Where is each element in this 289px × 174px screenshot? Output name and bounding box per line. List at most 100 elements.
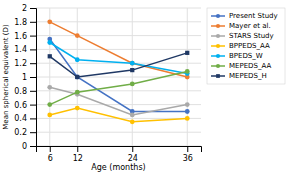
tick-mark [187,146,188,152]
legend-label: Mayer et al. [229,22,271,30]
tick: 12 [73,146,83,163]
tick-label: 1.4 [14,45,27,54]
tick: 0.4 [14,114,36,123]
tick: 36 [183,146,193,163]
point [130,113,135,118]
point [47,113,52,118]
point [48,54,52,58]
tick-mark [30,105,36,106]
point [185,109,190,114]
grid-line [36,35,201,36]
grid-line [36,132,201,133]
legend-marker [216,44,220,48]
point [75,90,80,95]
series-line [50,43,188,74]
series-line [50,87,188,115]
tick-label: 2 [22,4,27,13]
legend-item: MEPEDS_AA [211,62,271,70]
grid-line [132,8,133,146]
series-line [50,71,188,104]
legend-marker [216,74,220,78]
point [185,51,189,55]
point [47,85,52,90]
tick: 0.2 [14,128,36,137]
legend-marker [216,14,220,18]
grid-line [36,77,201,78]
point [185,116,190,121]
tick: 1.8 [14,18,36,27]
point [130,119,135,124]
series-line [50,22,188,77]
point [185,69,190,74]
legend-label: STARS Study [229,32,274,40]
tick-label: 0 [22,142,27,151]
point [130,61,135,66]
legend-marker [216,64,220,68]
series-line [50,108,188,122]
tick-label: 0.6 [14,101,27,110]
point [75,57,80,62]
chart: 6 12 24 36 0 0.2 0.4 0.6 0.8 1 1.2 1.4 1.6 1.8 2 Age (m… [0,0,289,174]
legend-label: BPPEDS_AA [229,42,270,50]
tick-mark [30,132,36,133]
tick-label: 24 [128,154,138,163]
tick: 0.6 [14,101,36,110]
tick: 24 [128,146,138,163]
tick-label: 1.2 [14,59,27,68]
tick: 1 [22,73,36,82]
tick-label: 1.6 [14,32,27,41]
tick-mark [30,8,36,9]
y-axis: 0 0.2 0.4 0.6 0.8 1 1.2 1.4 1.6 1.8 2 [14,4,36,151]
tick-label: 0.2 [14,128,27,137]
legend-marker [216,34,220,38]
tick: 1.6 [14,32,36,41]
tick-mark [50,146,51,152]
legend-marker [216,54,220,58]
legend: Present Study Mayer et al. STARS Study BPPE… [207,8,285,84]
tick-mark [30,22,36,23]
tick: 0.8 [14,87,36,96]
legend-marker [216,24,220,28]
series-line [50,39,188,111]
point [185,102,190,107]
tick-mark [77,146,78,152]
y-axis-title: Mean spherical equivalent (D) [2,24,10,130]
tick: 6 [48,146,53,163]
legend-label: BPEDS_W [229,52,263,60]
legend-item: BPEDS_W [211,52,263,60]
tick-mark [30,146,36,147]
grid-line [36,21,201,22]
point [75,106,80,111]
tick: 1.4 [14,45,36,54]
axis-line [30,9,37,147]
tick-label: 0.8 [14,87,27,96]
point [75,75,79,79]
legend-item: MEPEDS_H [211,72,267,80]
point [47,40,52,45]
tick-mark [132,146,133,152]
tick-label: 12 [73,154,83,163]
series-line [50,53,188,77]
legend-item: BPPEDS_AA [211,42,270,50]
tick-mark [30,91,36,92]
tick-label: 6 [48,154,53,163]
tick: 0 [22,142,36,151]
point [130,82,135,87]
x-axis: 6 12 24 36 [37,146,202,163]
tick: 1.2 [14,59,36,68]
legend-frame [207,8,285,84]
axis-line [37,147,202,153]
tick-mark [30,118,36,119]
tick-label: 1 [22,73,27,82]
x-axis-title: Age (months) [91,163,145,172]
tick-mark [30,63,36,64]
legend-label: MEPEDS_H [229,72,267,80]
point [75,75,80,80]
legend-item: Present Study [211,12,278,20]
point [47,102,52,107]
point [75,33,80,38]
point [47,19,52,24]
grid-line [36,104,201,105]
grid-line [36,8,201,9]
legend-item: Mayer et al. [211,22,271,30]
